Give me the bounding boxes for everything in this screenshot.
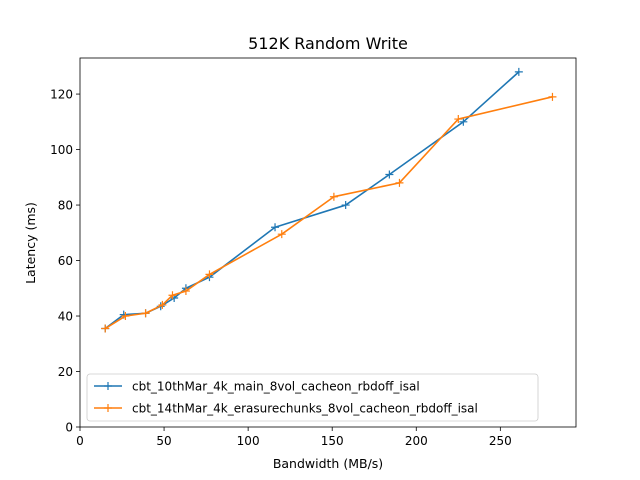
data-point — [168, 291, 177, 300]
data-point — [548, 92, 557, 101]
y-tick-label: 40 — [58, 309, 73, 323]
data-point — [341, 201, 350, 210]
data-point — [181, 287, 190, 296]
x-tick-label: 50 — [156, 434, 171, 448]
data-point — [101, 324, 110, 333]
x-tick-label: 100 — [237, 434, 260, 448]
data-point — [271, 223, 280, 232]
data-point — [277, 230, 286, 239]
legend: cbt_10thMar_4k_main_8vol_cacheon_rbdoff_… — [86, 373, 539, 422]
y-axis-label: Latency (ms) — [23, 202, 38, 284]
legend-item-2: cbt_14thMar_4k_erasurechunks_8vol_cacheo… — [94, 401, 478, 415]
legend-label: cbt_14thMar_4k_erasurechunks_8vol_cacheo… — [132, 401, 478, 415]
y-tick-label: 20 — [58, 365, 73, 379]
legend-label: cbt_10thMar_4k_main_8vol_cacheon_rbdoff_… — [132, 379, 420, 393]
data-point — [158, 300, 167, 309]
series-layer — [101, 67, 557, 333]
x-tick-label: 250 — [489, 434, 512, 448]
x-tick-label: 200 — [405, 434, 428, 448]
legend-box — [86, 373, 539, 422]
x-tick-label: 150 — [321, 434, 344, 448]
x-axis-label: Bandwidth (MB/s) — [273, 456, 383, 471]
chart-title: 512K Random Write — [248, 34, 408, 53]
legend-item-1: cbt_10thMar_4k_main_8vol_cacheon_rbdoff_… — [94, 379, 420, 393]
y-tick-label: 100 — [50, 143, 73, 157]
legend-marker — [104, 382, 112, 390]
data-point — [385, 170, 394, 179]
data-point — [141, 309, 150, 318]
x-tick-label: 0 — [76, 434, 84, 448]
y-tick-label: 80 — [58, 198, 73, 212]
data-point — [514, 67, 523, 76]
data-point — [329, 192, 338, 201]
data-point — [459, 117, 468, 126]
data-point — [205, 270, 214, 279]
legend-marker — [104, 404, 112, 412]
series-2 — [101, 92, 557, 333]
plot-area — [79, 57, 577, 428]
data-point — [395, 178, 404, 187]
y-axis: 0 20 40 60 80 100 120 — [50, 87, 80, 434]
y-tick-label: 0 — [65, 420, 73, 434]
y-tick-label: 120 — [50, 87, 73, 101]
x-axis: 0 50 100 150 200 250 — [76, 427, 512, 448]
plot-frame — [79, 57, 577, 428]
y-tick-label: 60 — [58, 254, 73, 268]
data-point — [121, 312, 130, 321]
data-point — [454, 115, 463, 124]
